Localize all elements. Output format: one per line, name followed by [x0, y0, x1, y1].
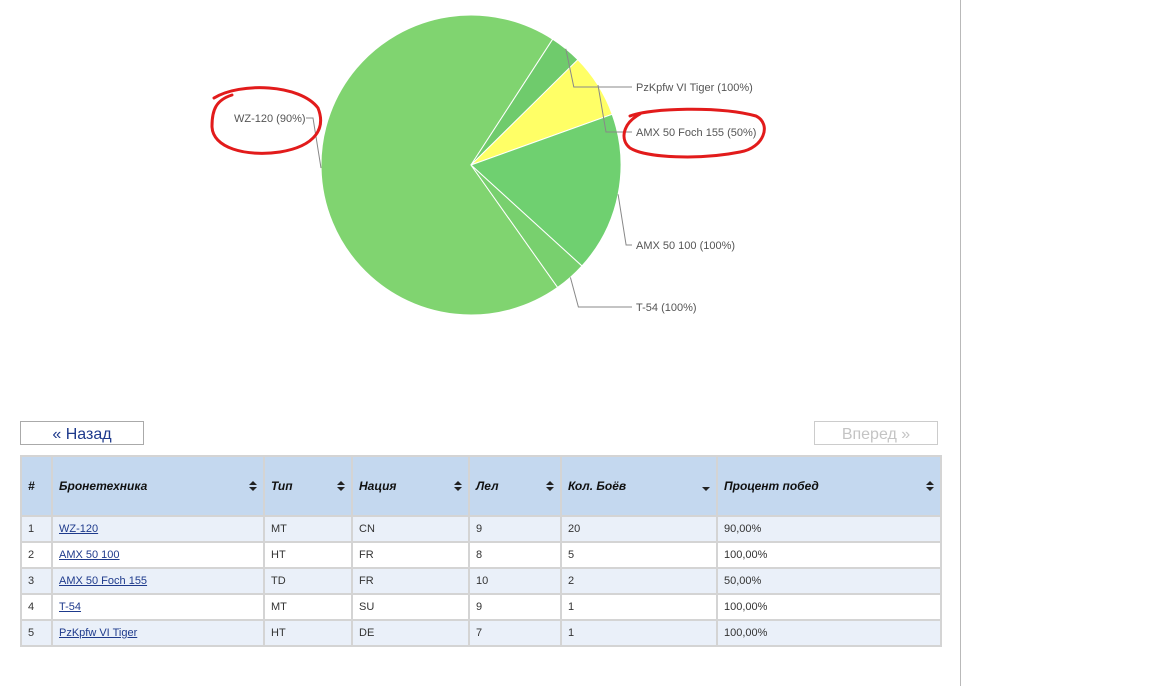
vehicle-link[interactable]: PzKpfw VI Tiger: [59, 627, 138, 639]
header-col-type[interactable]: Тип: [263, 455, 353, 517]
cell-nation-cell: SU: [351, 593, 470, 621]
cell-winrate-cell: 100,00%: [716, 593, 942, 621]
cell-row-number: 5: [20, 619, 53, 647]
cell-winrate-cell: 90,00%: [716, 515, 942, 543]
header-label: Лел: [476, 479, 499, 493]
leader-line: [306, 117, 322, 169]
cell-level-cell: 9: [468, 515, 562, 543]
leader-line: [565, 48, 632, 88]
cell-level-cell: 8: [468, 541, 562, 569]
table-header-row: # Бронетехника Тип Нация Лел Кол. Боёв Процент…: [20, 455, 942, 517]
sort-icon[interactable]: [546, 480, 554, 492]
leader-line: [569, 277, 632, 308]
cell-type-cell: MT: [263, 515, 353, 543]
slice-label: T-54 (100%): [636, 302, 697, 314]
cell-battles-cell: 2: [560, 567, 718, 595]
cell-vehicle-link: WZ-120: [51, 515, 265, 543]
header-col-number[interactable]: #: [20, 455, 53, 517]
cell-nation-cell: DE: [351, 619, 470, 647]
cell-battles-cell: 1: [560, 619, 718, 647]
slice-label: AMX 50 Foch 155 (50%): [636, 127, 756, 139]
table-row: 2 AMX 50 100 HT FR 8 5 100,00%: [20, 541, 942, 569]
table-row: 3 AMX 50 Foch 155 TD FR 10 2 50,00%: [20, 567, 942, 595]
cell-nation-cell: CN: [351, 515, 470, 543]
cell-winrate-cell: 50,00%: [716, 567, 942, 595]
forward-button[interactable]: Вперед »: [814, 421, 938, 445]
back-button[interactable]: « Назад: [20, 421, 144, 445]
pie-chart: WZ-120 (90%) PzKpfw VI Tiger (100%) AMX 50…: [210, 14, 766, 316]
vehicle-link[interactable]: T-54: [59, 601, 82, 613]
cell-row-number: 2: [20, 541, 53, 569]
sort-icon[interactable]: [454, 480, 462, 492]
vehicle-link[interactable]: WZ-120: [59, 523, 99, 535]
sort-desc-icon[interactable]: [702, 480, 710, 492]
red-annotation-circle-wz120: [210, 86, 323, 155]
cell-vehicle-link: AMX 50 Foch 155: [51, 567, 265, 595]
cell-level-cell: 7: [468, 619, 562, 647]
slice-label: WZ-120 (90%): [234, 113, 306, 125]
cell-battles-cell: 20: [560, 515, 718, 543]
header-label: Процент побед: [724, 479, 819, 493]
header-col-winrate[interactable]: Процент побед: [716, 455, 942, 517]
cell-type-cell: HT: [263, 541, 353, 569]
cell-type-cell: MT: [263, 593, 353, 621]
sort-icon[interactable]: [926, 480, 934, 492]
cell-nation-cell: FR: [351, 541, 470, 569]
cell-row-number: 4: [20, 593, 53, 621]
sort-icon[interactable]: [337, 480, 345, 492]
header-col-battles[interactable]: Кол. Боёв: [560, 455, 718, 517]
cell-battles-cell: 5: [560, 541, 718, 569]
red-annotation-circle-foch: [622, 107, 766, 159]
header-col-vehicle[interactable]: Бронетехника: [51, 455, 265, 517]
header-col-level[interactable]: Лел: [468, 455, 562, 517]
header-label: Кол. Боёв: [568, 479, 627, 493]
header-col-nation[interactable]: Нация: [351, 455, 470, 517]
content-right-border: [960, 0, 961, 686]
slice-label: PzKpfw VI Tiger (100%): [636, 82, 753, 94]
cell-level-cell: 9: [468, 593, 562, 621]
slice-t54: [470, 164, 583, 289]
cell-row-number: 1: [20, 515, 53, 543]
cell-winrate-cell: 100,00%: [716, 619, 942, 647]
vehicle-link[interactable]: AMX 50 Foch 155: [59, 575, 148, 587]
cell-nation-cell: FR: [351, 567, 470, 595]
header-label: #: [28, 479, 35, 493]
cell-battles-cell: 1: [560, 593, 718, 621]
cell-vehicle-link: T-54: [51, 593, 265, 621]
vehicle-stats-table: # Бронетехника Тип Нация Лел Кол. Боёв Процент…: [20, 455, 942, 647]
cell-level-cell: 10: [468, 567, 562, 595]
cell-vehicle-link: AMX 50 100: [51, 541, 265, 569]
sort-icon[interactable]: [249, 480, 257, 492]
cell-type-cell: HT: [263, 619, 353, 647]
vehicle-link[interactable]: AMX 50 100: [59, 549, 120, 561]
header-label: Тип: [271, 479, 293, 493]
table-row: 5 PzKpfw VI Tiger HT DE 7 1 100,00%: [20, 619, 942, 647]
leader-line: [617, 194, 632, 246]
cell-vehicle-link: PzKpfw VI Tiger: [51, 619, 265, 647]
cell-type-cell: TD: [263, 567, 353, 595]
slice-label: AMX 50 100 (100%): [636, 240, 735, 252]
header-label: Бронетехника: [59, 479, 148, 493]
table-row: 1 WZ-120 MT CN 9 20 90,00%: [20, 515, 942, 543]
cell-row-number: 3: [20, 567, 53, 595]
cell-winrate-cell: 100,00%: [716, 541, 942, 569]
header-label: Нация: [359, 479, 397, 493]
table-row: 4 T-54 MT SU 9 1 100,00%: [20, 593, 942, 621]
